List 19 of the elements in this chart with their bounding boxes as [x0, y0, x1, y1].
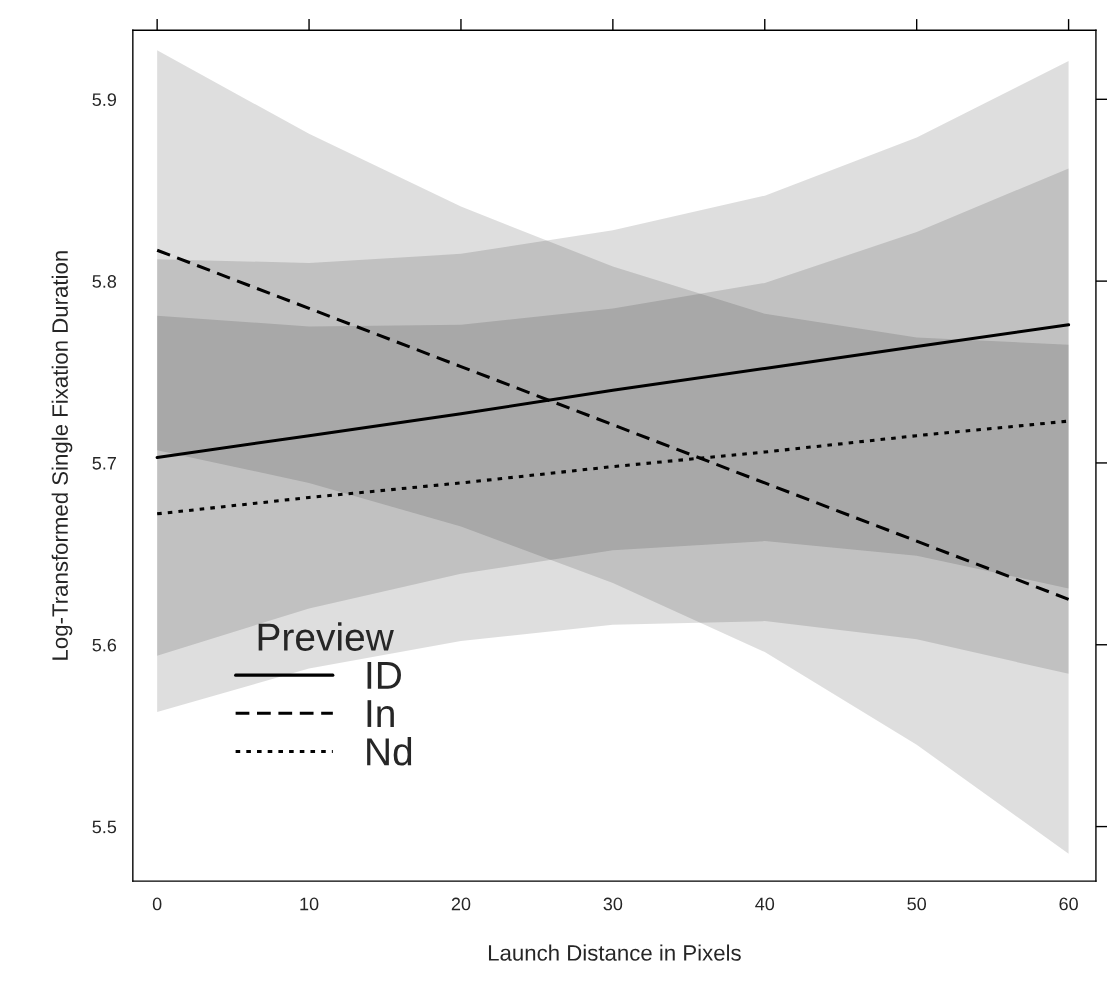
x-tick-label: 30	[603, 897, 623, 911]
x-axis-title: Launch Distance in Pixels	[488, 944, 741, 961]
y-axis-title: Log-Transformed Single Fixation Duration	[51, 251, 73, 660]
x-tick-label: 40	[755, 897, 775, 911]
x-tick-label: 50	[907, 897, 927, 911]
x-tick-label: 10	[300, 897, 319, 911]
y-tick-label: 5.9	[92, 93, 117, 107]
legend-label: In	[367, 700, 394, 727]
line-series	[155, 248, 1071, 601]
x-tick-label: 60	[1059, 897, 1078, 911]
y-tick-label: 5.6	[92, 638, 117, 652]
y-tick-label: 5.7	[92, 457, 116, 470]
x-tick-label: 0	[152, 897, 162, 911]
legend-label: ID	[367, 661, 401, 689]
legend-title: Preview	[258, 622, 394, 651]
y-tick-label: 5.5	[92, 820, 117, 834]
y-tick-label: 5.8	[92, 275, 117, 288]
x-tick-label: 20	[451, 897, 471, 911]
legend-label: Nd	[367, 736, 412, 766]
